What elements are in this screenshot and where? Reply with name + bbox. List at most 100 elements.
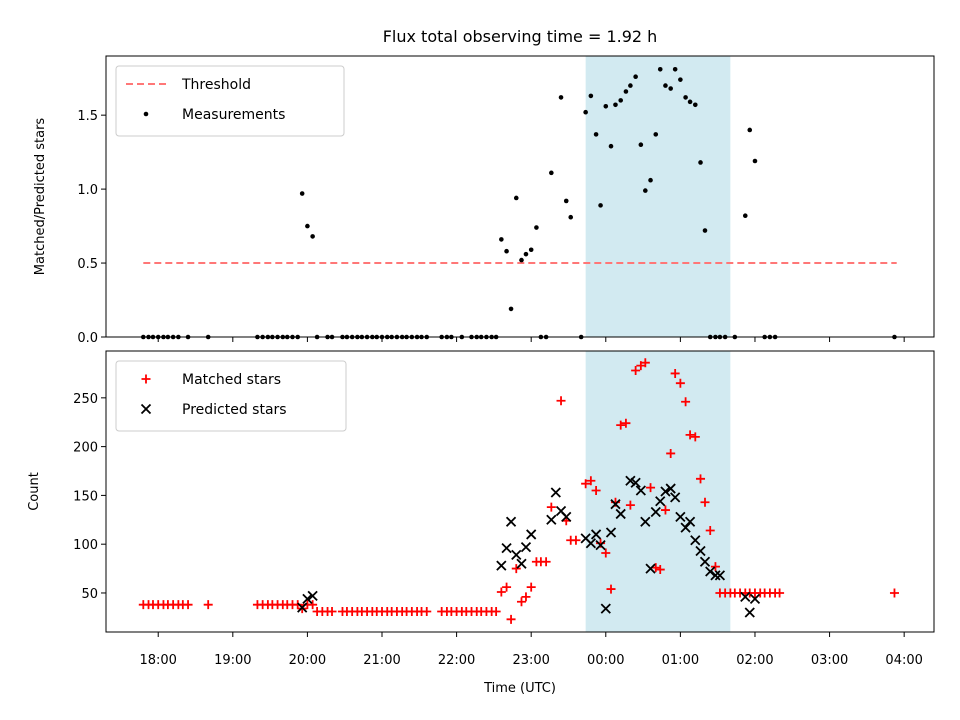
- data-point: [648, 177, 653, 183]
- y-tick-label: 0.0: [77, 331, 98, 346]
- data-point: [710, 562, 720, 572]
- legend-box: [115, 360, 347, 432]
- data-point: [696, 474, 706, 484]
- data-point: [616, 420, 626, 430]
- legend-label: Threshold: [181, 77, 251, 93]
- data-point: [653, 132, 659, 137]
- data-point: [675, 378, 685, 388]
- data-point: [666, 448, 676, 458]
- data-point: [700, 497, 710, 507]
- data-point: [660, 486, 671, 497]
- data-point: [586, 476, 596, 486]
- data-point: [747, 127, 753, 133]
- data-point: [698, 160, 703, 165]
- data-point: [615, 508, 626, 520]
- data-point: [526, 529, 537, 540]
- data-point: [705, 526, 715, 536]
- x-tick-label: 01:00: [662, 653, 699, 668]
- chart-title: Flux total observing time = 1.92 h: [383, 27, 658, 46]
- legend-label: Matched stars: [182, 372, 281, 388]
- data-point: [299, 191, 305, 196]
- data-point: [643, 188, 648, 193]
- data-point: [633, 74, 638, 80]
- data-point: [521, 592, 531, 602]
- data-point: [508, 306, 514, 312]
- data-point: [546, 502, 556, 512]
- axes-frame: [105, 55, 935, 338]
- data-point: [496, 587, 506, 597]
- x-tick-label: 00:00: [587, 653, 624, 668]
- data-point: [668, 86, 673, 91]
- data-point: [702, 228, 708, 233]
- data-point: [513, 195, 519, 201]
- data-point: [534, 225, 539, 230]
- data-point: [496, 560, 507, 571]
- data-point: [623, 89, 629, 94]
- data-point: [308, 600, 318, 610]
- x-tick-label: 18:00: [139, 653, 176, 668]
- data-point: [742, 213, 748, 219]
- data-point: [516, 597, 526, 607]
- y-tick-label: 1.5: [77, 109, 98, 124]
- data-point: [749, 593, 761, 604]
- observing-span-shade: [585, 56, 731, 337]
- data-point: [675, 511, 686, 523]
- x-tick-label: 23:00: [512, 653, 549, 668]
- x-axis-ticks: 18:00 19:00 20:00 21:00 22:00 23:00 00:00 01:00…: [139, 653, 922, 668]
- data-point: [588, 93, 594, 99]
- x-tick-label: 04:00: [885, 653, 922, 668]
- data-point: [681, 397, 691, 407]
- data-point: [621, 418, 631, 428]
- data-point: [889, 588, 899, 598]
- data-point: [603, 103, 609, 109]
- data-point: [516, 558, 527, 569]
- data-point: [638, 142, 644, 148]
- data-point: [683, 95, 688, 100]
- data-point: [541, 557, 551, 567]
- data-point: [631, 366, 641, 376]
- y-tick-label: 150: [73, 489, 98, 504]
- data-point: [714, 570, 726, 581]
- data-point: [558, 95, 564, 100]
- data-point: [690, 432, 700, 442]
- data-point: [571, 535, 581, 545]
- data-point: [511, 549, 522, 561]
- data-point: [670, 492, 681, 503]
- data-point: [546, 514, 557, 525]
- data-point: [705, 566, 716, 577]
- data-point: [660, 505, 670, 515]
- data-point: [526, 582, 536, 592]
- y-tick-label: 200: [73, 441, 98, 456]
- observing-span-shade: [585, 351, 731, 632]
- data-point: [645, 563, 656, 574]
- data-point: [591, 486, 601, 496]
- legend-label: Predicted stars: [182, 402, 287, 418]
- legend-swatch: [140, 403, 152, 415]
- data-point: [581, 479, 591, 489]
- data-point: [657, 67, 663, 72]
- data-point: [606, 584, 616, 594]
- data-point: [297, 602, 308, 613]
- x-tick-label: 03:00: [811, 653, 848, 668]
- data-point: [505, 516, 517, 527]
- data-point: [528, 247, 534, 253]
- data-point: [563, 198, 569, 204]
- legend-swatch: [141, 374, 151, 384]
- data-point: [752, 158, 758, 164]
- data-point: [608, 143, 614, 149]
- data-point: [655, 565, 665, 575]
- data-point: [305, 223, 310, 229]
- data-point: [506, 614, 516, 624]
- x-tick-label: 20:00: [289, 653, 326, 668]
- data-point: [695, 545, 706, 557]
- data-point: [680, 522, 691, 533]
- data-point: [595, 540, 606, 551]
- data-point: [550, 487, 561, 498]
- x-tick-label: 19:00: [214, 653, 251, 668]
- data-point: [635, 485, 646, 496]
- data-point: [504, 248, 509, 254]
- data-point: [302, 593, 313, 604]
- legend-label: Measurements: [182, 107, 285, 123]
- data-point: [640, 358, 650, 368]
- data-point: [692, 102, 698, 108]
